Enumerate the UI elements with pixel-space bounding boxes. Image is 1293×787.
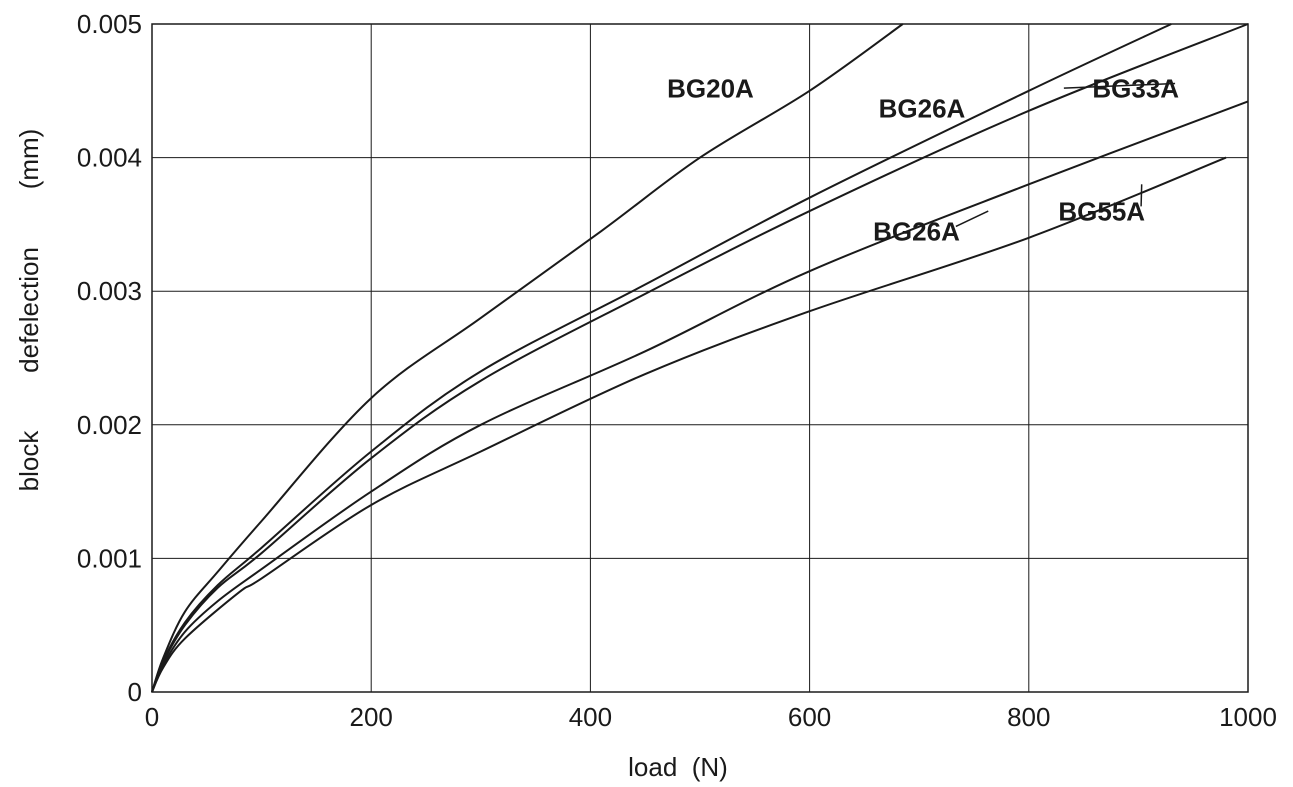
y-axis-label: block defelection (mm) — [14, 129, 44, 492]
series-label-bg33a: BG33A — [1092, 73, 1179, 103]
label-leader-line — [1140, 184, 1143, 207]
x-tick-label: 400 — [569, 702, 612, 732]
y-tick-label: 0 — [128, 677, 142, 707]
series-label-bg20a: BG20A — [667, 73, 754, 103]
y-tick-label: 0.004 — [77, 143, 142, 173]
tick-labels: 0 200 400 600 800 1000 0 0.001 0.002 0.003 0.004 0.… — [77, 9, 1277, 732]
series-label-bg55a: BG55A — [1058, 196, 1145, 226]
series-lines — [151, 23, 1249, 693]
series-line-bg26a-3 — [151, 100, 1249, 693]
series-line-bg20a-0 — [151, 23, 904, 693]
x-tick-label: 0 — [145, 702, 159, 732]
x-axis-label: load (N) — [628, 752, 728, 782]
grid-lines — [152, 24, 1248, 692]
y-tick-label: 0.003 — [77, 276, 142, 306]
y-tick-label: 0.002 — [77, 410, 142, 440]
y-tick-label: 0.005 — [77, 9, 142, 39]
label-leader-line — [1063, 82, 1176, 89]
y-tick-label: 0.001 — [77, 543, 142, 573]
series-label-bg26a: BG26A — [879, 94, 966, 124]
x-tick-label: 800 — [1007, 702, 1050, 732]
plot-frame — [151, 23, 1249, 693]
series-line-bg33a-2 — [151, 23, 1249, 693]
series-line-bg55a-4 — [151, 156, 1227, 693]
x-tick-label: 200 — [350, 702, 393, 732]
x-tick-label: 600 — [788, 702, 831, 732]
x-tick-label: 1000 — [1219, 702, 1277, 732]
series-labels: BG20A BG26A BG33A BG26A BG55A — [667, 73, 1179, 246]
label-leader-line — [955, 210, 989, 228]
series-line-bg26a-1 — [151, 23, 1172, 693]
series-label-bg26a: BG26A — [873, 216, 960, 246]
